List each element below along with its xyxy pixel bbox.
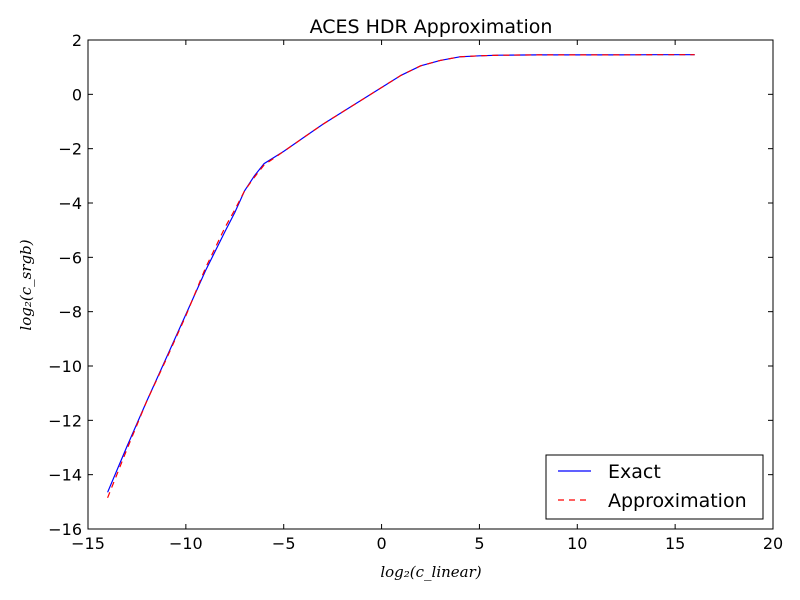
y-tick-label: −2 — [58, 140, 82, 159]
plot-frame — [87, 39, 774, 530]
series-line-approximation — [107, 54, 695, 499]
legend-box — [545, 454, 764, 520]
ticks-layer: −15 −10 −5 0 5 10 15 20 −16 −14 −12 −10 −8 −6 −4 −2 0 2 — [48, 31, 783, 553]
y-tick-label: −12 — [48, 411, 82, 430]
x-tick-label: 0 — [376, 534, 386, 553]
series-line-exact — [107, 54, 695, 493]
x-tick-label: 10 — [567, 534, 587, 553]
y-tick-label: −16 — [48, 520, 82, 539]
y-tick-label: −8 — [58, 303, 82, 322]
y-axis-label: log₂(c_srgb) — [17, 239, 35, 330]
x-tick-label: −10 — [169, 534, 203, 553]
x-tick-label: −5 — [272, 534, 296, 553]
x-tick-label: 15 — [665, 534, 685, 553]
x-tick-label: 20 — [763, 534, 783, 553]
y-tick-label: −14 — [48, 466, 82, 485]
legend-label-exact: Exact — [608, 461, 661, 483]
x-tick-label: 5 — [474, 534, 484, 553]
x-tick-label: −15 — [71, 534, 105, 553]
legend: Exact Approximation — [545, 454, 764, 520]
y-tick-label: −6 — [58, 248, 82, 267]
series-layer — [107, 54, 695, 499]
y-tick-label: 2 — [72, 31, 82, 50]
y-tick-label: 0 — [72, 85, 82, 104]
chart-title: ACES HDR Approximation — [310, 16, 553, 38]
legend-label-approximation: Approximation — [608, 490, 747, 512]
y-tick-label: −10 — [48, 357, 82, 376]
x-axis-label: log₂(c_linear) — [380, 563, 481, 581]
y-tick-label: −4 — [58, 194, 82, 213]
